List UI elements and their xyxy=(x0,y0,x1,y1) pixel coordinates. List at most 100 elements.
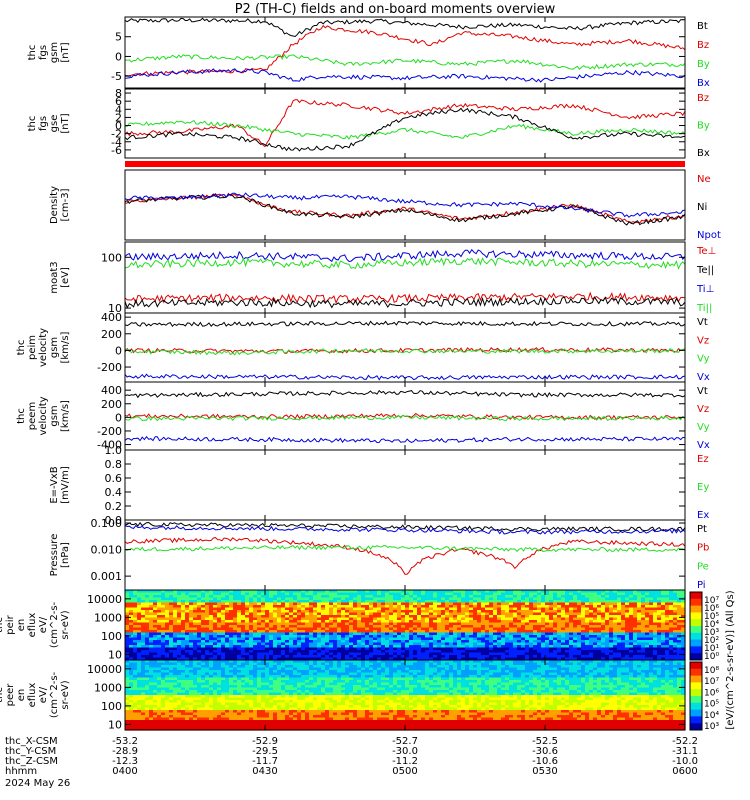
spectrogram-cell xyxy=(261,632,266,636)
spectrogram-cell xyxy=(553,617,558,621)
spectrogram-cell xyxy=(609,660,614,664)
spectrogram-cell xyxy=(585,652,590,656)
spectrogram-cell xyxy=(357,607,362,611)
spectrogram-cell xyxy=(389,630,394,634)
spectrogram-cell xyxy=(285,662,290,666)
spectrogram-cell xyxy=(145,637,150,641)
spectrogram-cell xyxy=(509,637,514,641)
spectrogram-cell xyxy=(297,592,302,596)
spectrogram-cell xyxy=(445,622,450,626)
spectrogram-cell xyxy=(477,612,482,616)
spectrogram-cell xyxy=(481,632,486,636)
spectrogram-cell xyxy=(205,645,210,649)
spectrogram-cell xyxy=(265,592,270,596)
spectrogram-cell xyxy=(653,622,658,626)
spectrogram-cell xyxy=(397,617,402,621)
spectrogram-cell xyxy=(209,610,214,614)
spectrogram-cell xyxy=(533,595,538,599)
y-tick-label: -2 xyxy=(111,128,122,141)
spectrogram-cell xyxy=(613,632,618,636)
spectrogram-cell xyxy=(357,670,362,674)
spectrogram-cell xyxy=(185,630,190,634)
spectrogram-cell xyxy=(225,630,230,634)
spectrogram-cell xyxy=(493,657,498,661)
spectrogram-cell xyxy=(137,657,142,661)
spectrogram-cell xyxy=(425,632,430,636)
y-tick-label: 0.100 xyxy=(91,517,123,530)
spectrogram-cell xyxy=(317,657,322,661)
spectrogram-cell xyxy=(317,600,322,604)
spectrogram-cell xyxy=(217,617,222,621)
spectrogram-cell xyxy=(597,670,602,674)
spectrogram-cell xyxy=(353,647,358,651)
spectrogram-cell xyxy=(497,610,502,614)
spectrogram-cell xyxy=(589,592,594,596)
spectrogram-cell xyxy=(425,607,430,611)
spectrogram-cell xyxy=(361,627,366,631)
spectrogram-cell xyxy=(541,657,546,661)
series-line-Bz xyxy=(124,99,686,148)
spectrogram-cell xyxy=(445,652,450,656)
spectrogram-cell xyxy=(165,590,170,594)
spectrogram-cell xyxy=(645,627,650,631)
spectrogram-cell xyxy=(561,612,566,616)
spectrogram-cell xyxy=(641,630,646,634)
spectrogram-cell xyxy=(173,602,178,606)
spectrogram-cell xyxy=(429,595,434,599)
spectrogram-cell xyxy=(305,590,310,594)
spectrogram-cell xyxy=(217,612,222,616)
spectrogram-cell xyxy=(129,655,134,659)
spectrogram-cell xyxy=(473,635,478,639)
spectrogram-cell xyxy=(433,607,438,611)
spectrogram-cell xyxy=(493,655,498,659)
spectrogram-cell xyxy=(201,650,206,654)
spectrogram-cell xyxy=(169,667,174,671)
spectrogram-cell xyxy=(585,617,590,621)
spectrogram-cell xyxy=(157,610,162,614)
spectrogram-cell xyxy=(433,590,438,594)
spectrogram-cell xyxy=(613,650,618,654)
spectrogram-cell xyxy=(485,665,490,669)
spectrogram-cell xyxy=(333,660,338,664)
spectrogram-cell xyxy=(413,615,418,619)
series-line-Vt xyxy=(124,320,686,328)
spectrogram-cell xyxy=(629,605,634,609)
spectrogram-cell xyxy=(225,605,230,609)
spectrogram-cell xyxy=(461,597,466,601)
spectrogram-cell xyxy=(153,642,158,646)
spectrogram-cell xyxy=(401,655,406,659)
spectrogram-cell xyxy=(137,662,142,666)
spectrogram-cell xyxy=(505,667,510,671)
spectrogram-cell xyxy=(341,615,346,619)
spectrogram-cell xyxy=(365,652,370,656)
spectrogram-cell xyxy=(125,655,130,659)
spectrogram-cell xyxy=(421,602,426,606)
spectrogram-cell xyxy=(469,615,474,619)
spectrogram-cell xyxy=(425,600,430,604)
spectrogram-cell xyxy=(193,637,198,641)
spectrogram-cell xyxy=(225,647,230,651)
spectrogram-cell xyxy=(277,607,282,611)
spectrogram-cell xyxy=(485,610,490,614)
spectrogram-cell xyxy=(153,622,158,626)
spectrogram-cell xyxy=(677,590,682,594)
spectrogram-cell xyxy=(421,620,426,624)
spectrogram-cell xyxy=(645,640,650,644)
spectrogram-cell xyxy=(513,597,518,601)
spectrogram-cell xyxy=(493,597,498,601)
spectrogram-cell xyxy=(553,592,558,596)
spectrogram-cell xyxy=(421,622,426,626)
spectrogram-cell xyxy=(309,657,314,661)
spectrogram-cell xyxy=(449,590,454,594)
spectrogram-cell xyxy=(309,627,314,631)
spectrogram-cell xyxy=(185,597,190,601)
spectrogram-cell xyxy=(253,607,258,611)
spectrogram-cell xyxy=(409,610,414,614)
spectrogram-cell xyxy=(185,622,190,626)
spectrogram-cell xyxy=(301,605,306,609)
spectrogram-cell xyxy=(357,610,362,614)
spectrogram-cell xyxy=(405,670,410,674)
spectrogram-cell xyxy=(585,642,590,646)
spectrogram-cell xyxy=(445,592,450,596)
spectrogram-cell xyxy=(521,655,526,659)
